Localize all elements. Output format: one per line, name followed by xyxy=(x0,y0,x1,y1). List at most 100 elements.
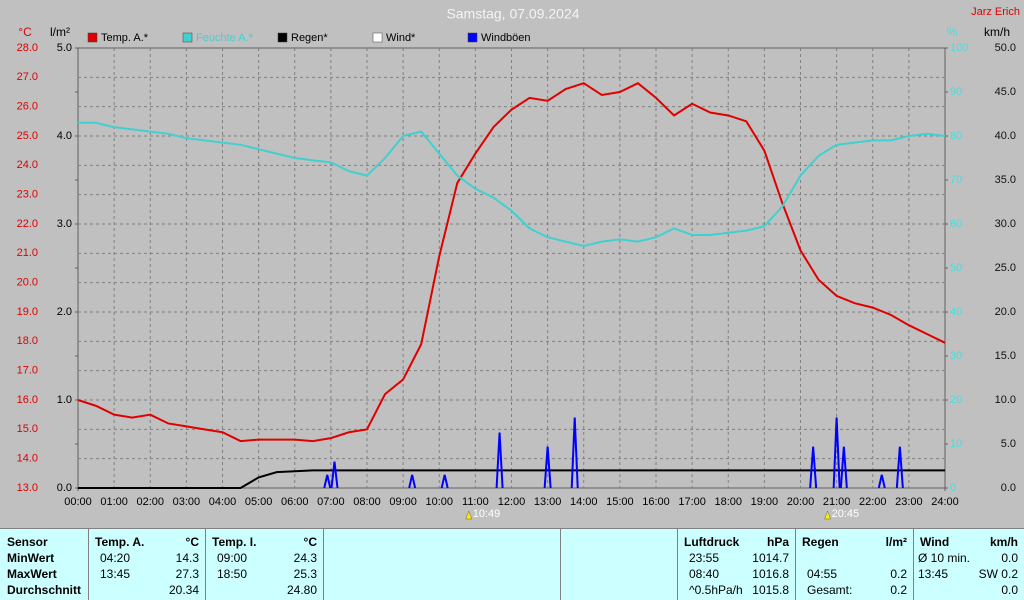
table-cell: Temp. A. xyxy=(95,535,145,549)
y-tick-label: 28.0 xyxy=(17,42,38,54)
y4-unit: km/h xyxy=(984,25,1010,39)
column-divider xyxy=(913,529,914,600)
table-cell: MinWert xyxy=(7,551,55,565)
table-cell: 04:55 xyxy=(807,567,838,581)
column-divider xyxy=(88,529,89,600)
x-tick-label: 11:00 xyxy=(462,496,489,508)
gust-spike xyxy=(495,432,504,489)
y-tick-label: 13.0 xyxy=(17,482,38,494)
gust-spike xyxy=(877,474,886,489)
column-divider xyxy=(677,529,678,600)
y-tick-label: 30.0 xyxy=(995,218,1016,230)
y-tick-label: 15.0 xyxy=(995,350,1016,362)
y-tick-label: 45.0 xyxy=(995,86,1016,98)
table-cell: 23:55 xyxy=(689,551,720,565)
legend-label: Windböen xyxy=(481,32,531,44)
x-tick-label: 08:00 xyxy=(353,496,381,508)
table-cell: SW 0.2 xyxy=(978,567,1018,581)
y-unit: °C xyxy=(18,25,32,39)
table-cell: l/m² xyxy=(885,535,907,549)
table-cell: 24.3 xyxy=(293,551,317,565)
x-tick-label: 16:00 xyxy=(642,496,670,508)
legend-swatch xyxy=(87,32,98,43)
table-cell: 25.3 xyxy=(293,567,317,581)
y-tick-label: 24.0 xyxy=(17,159,38,171)
chart: Samstag, 07.09.2024 Jarz Erich °C l/m² %… xyxy=(17,6,1020,520)
table-cell: Durchschnitt xyxy=(7,583,82,597)
y-tick-label: 10.0 xyxy=(995,394,1016,406)
x-tick-label: 19:00 xyxy=(751,496,779,508)
table-cell: 24.80 xyxy=(286,583,317,597)
y-tick-label: 26.0 xyxy=(17,101,38,113)
x-tick-label: 13:00 xyxy=(534,496,562,508)
y-tick-label: 10 xyxy=(950,438,962,450)
annotation-marker xyxy=(465,510,473,520)
gust-spike xyxy=(440,474,449,489)
table-cell: Gesamt: xyxy=(807,583,853,597)
legend-swatch xyxy=(467,32,478,43)
x-tick-label: 15:00 xyxy=(606,496,634,508)
table-cell: 1015.8 xyxy=(752,583,789,597)
table-cell: 0.0 xyxy=(1001,583,1018,597)
table-cell: °C xyxy=(185,535,199,549)
table-cell: hPa xyxy=(766,535,789,549)
table-cell: 0.2 xyxy=(890,567,907,581)
legend-label: Feuchte A.* xyxy=(196,32,254,44)
y-tick-label: 25.0 xyxy=(17,130,38,142)
table-cell: km/h xyxy=(989,535,1018,549)
table-cell: 1016.8 xyxy=(752,567,789,581)
series-line xyxy=(78,469,945,489)
table-cell: Temp. I. xyxy=(212,535,257,549)
y-tick-label: 60 xyxy=(950,218,962,230)
table-cell: 0.0 xyxy=(1001,551,1018,565)
gust-spike xyxy=(330,461,339,489)
x-tick-label: 18:00 xyxy=(714,496,742,508)
table-cell: 08:40 xyxy=(689,567,720,581)
x-tick-label: 22:00 xyxy=(859,496,887,508)
table-cell: °C xyxy=(303,535,317,549)
x-tick-label: 02:00 xyxy=(136,496,164,508)
y-tick-label: 1.0 xyxy=(57,394,72,406)
table-cell: 14.3 xyxy=(175,551,199,565)
x-tick-label: 05:00 xyxy=(245,496,273,508)
y-tick-label: 21.0 xyxy=(17,247,38,259)
table-cell: 18:50 xyxy=(217,567,248,581)
table-cell: Wind xyxy=(920,535,950,549)
table-cell: 1014.7 xyxy=(752,551,789,565)
y-tick-label: 50.0 xyxy=(995,42,1016,54)
table-cell: MaxWert xyxy=(7,567,57,581)
x-tick-label: 24:00 xyxy=(931,496,959,508)
x-tick-label: 14:00 xyxy=(570,496,598,508)
y-tick-label: 16.0 xyxy=(17,394,38,406)
y-tick-label: 40 xyxy=(950,306,962,318)
gust-spike xyxy=(832,417,841,489)
author: Jarz Erich xyxy=(971,6,1020,18)
y-tick-label: 18.0 xyxy=(17,335,38,347)
table-cell: 13:45 xyxy=(100,567,131,581)
x-tick-label: 01:00 xyxy=(100,496,128,508)
y-tick-label: 27.0 xyxy=(17,71,38,83)
table-cell: Ø 10 min. xyxy=(918,551,971,565)
legend-swatch xyxy=(182,32,193,43)
legend-swatch xyxy=(277,32,288,43)
gust-spike xyxy=(839,446,848,489)
y-tick-label: 50 xyxy=(950,262,962,274)
x-tick-label: 21:00 xyxy=(823,496,851,508)
y2-unit: l/m² xyxy=(50,25,70,39)
x-tick-label: 06:00 xyxy=(281,496,309,508)
y-tick-label: 15.0 xyxy=(17,423,38,435)
table-cell: 04:20 xyxy=(100,551,131,565)
x-tick-label: 20:00 xyxy=(787,496,815,508)
x-tick-label: 10:00 xyxy=(425,496,453,508)
y-tick-label: 70 xyxy=(950,174,962,186)
column-divider xyxy=(795,529,796,600)
column-divider xyxy=(560,529,561,600)
gust-spike xyxy=(809,446,818,489)
y-tick-label: 30 xyxy=(950,350,962,362)
gust-spike xyxy=(895,446,904,489)
legend-label: Regen* xyxy=(291,32,328,44)
y-tick-label: 20 xyxy=(950,394,962,406)
table-cell: Luftdruck xyxy=(684,535,740,549)
x-tick-label: 04:00 xyxy=(209,496,237,508)
gust-spike xyxy=(323,474,332,489)
